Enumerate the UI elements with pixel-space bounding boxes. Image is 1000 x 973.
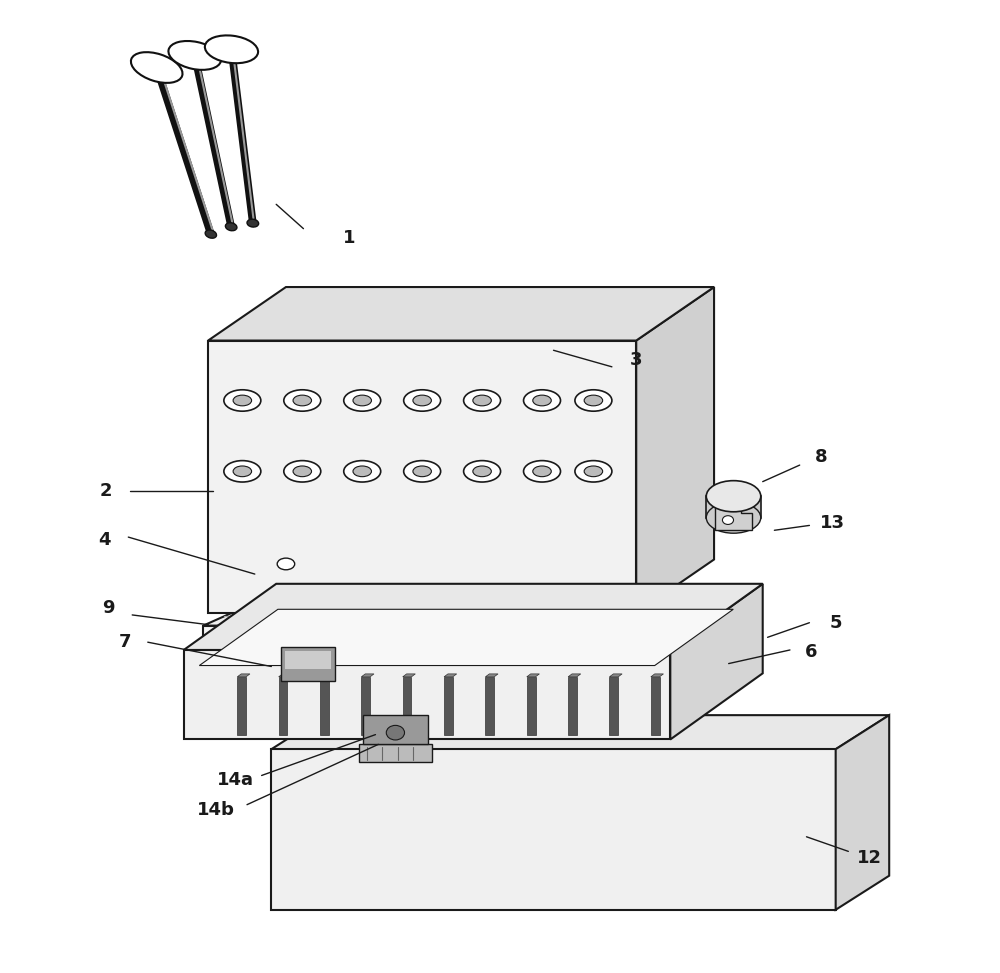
Text: 3: 3	[630, 351, 642, 369]
Text: 1: 1	[343, 230, 355, 247]
Ellipse shape	[224, 390, 261, 412]
Polygon shape	[320, 677, 329, 735]
Ellipse shape	[722, 516, 734, 524]
Ellipse shape	[413, 395, 431, 406]
Polygon shape	[444, 674, 457, 677]
Ellipse shape	[205, 230, 217, 238]
Polygon shape	[670, 584, 763, 739]
Polygon shape	[403, 677, 411, 735]
Polygon shape	[444, 677, 453, 735]
Ellipse shape	[575, 460, 612, 482]
Ellipse shape	[584, 395, 603, 406]
Ellipse shape	[386, 726, 405, 739]
Ellipse shape	[233, 395, 252, 406]
Text: 13: 13	[820, 515, 845, 532]
Ellipse shape	[404, 460, 441, 482]
Text: 6: 6	[805, 643, 818, 661]
Ellipse shape	[131, 53, 183, 83]
Ellipse shape	[533, 395, 551, 406]
Ellipse shape	[224, 460, 261, 482]
Polygon shape	[361, 674, 374, 677]
Ellipse shape	[168, 41, 221, 70]
Polygon shape	[237, 674, 250, 677]
Ellipse shape	[284, 460, 321, 482]
Polygon shape	[715, 501, 752, 530]
Ellipse shape	[524, 390, 561, 412]
Ellipse shape	[233, 466, 252, 477]
Polygon shape	[271, 715, 889, 749]
Ellipse shape	[706, 502, 761, 533]
Text: 2: 2	[100, 483, 112, 500]
Polygon shape	[485, 677, 494, 735]
Ellipse shape	[293, 466, 312, 477]
Polygon shape	[320, 674, 333, 677]
Text: 12: 12	[857, 849, 882, 867]
Ellipse shape	[344, 390, 381, 412]
Ellipse shape	[205, 35, 258, 63]
Polygon shape	[527, 677, 536, 735]
Ellipse shape	[247, 219, 259, 227]
Ellipse shape	[533, 466, 551, 477]
Polygon shape	[836, 715, 889, 910]
Ellipse shape	[353, 395, 371, 406]
Ellipse shape	[464, 390, 501, 412]
Polygon shape	[203, 589, 734, 626]
Polygon shape	[363, 715, 428, 744]
Ellipse shape	[293, 395, 312, 406]
Ellipse shape	[413, 466, 431, 477]
Polygon shape	[279, 674, 291, 677]
Text: 14a: 14a	[217, 772, 254, 789]
Polygon shape	[208, 341, 636, 613]
Polygon shape	[651, 589, 734, 637]
Ellipse shape	[464, 460, 501, 482]
Polygon shape	[568, 677, 577, 735]
Text: 7: 7	[119, 633, 132, 651]
Polygon shape	[208, 287, 714, 341]
Polygon shape	[361, 677, 370, 735]
Ellipse shape	[473, 395, 491, 406]
Polygon shape	[199, 609, 733, 666]
Ellipse shape	[277, 559, 295, 570]
Polygon shape	[184, 650, 670, 739]
Ellipse shape	[225, 223, 237, 231]
Text: 8: 8	[815, 449, 827, 466]
Ellipse shape	[473, 466, 491, 477]
Ellipse shape	[706, 481, 761, 512]
Polygon shape	[285, 651, 331, 669]
Polygon shape	[609, 677, 618, 735]
Polygon shape	[184, 584, 763, 650]
Ellipse shape	[344, 460, 381, 482]
Polygon shape	[281, 647, 335, 681]
Polygon shape	[403, 674, 415, 677]
Text: 14b: 14b	[197, 801, 235, 818]
Polygon shape	[485, 674, 498, 677]
Polygon shape	[706, 496, 761, 518]
Text: 9: 9	[103, 599, 115, 617]
Polygon shape	[609, 674, 622, 677]
Text: 4: 4	[98, 531, 110, 549]
Polygon shape	[636, 287, 714, 613]
Polygon shape	[527, 674, 539, 677]
Polygon shape	[359, 744, 432, 762]
Ellipse shape	[524, 460, 561, 482]
Polygon shape	[271, 749, 836, 910]
Polygon shape	[237, 677, 246, 735]
Polygon shape	[279, 677, 287, 735]
Ellipse shape	[584, 466, 603, 477]
Ellipse shape	[284, 390, 321, 412]
Polygon shape	[568, 674, 581, 677]
Polygon shape	[651, 677, 660, 735]
Polygon shape	[203, 626, 651, 637]
Ellipse shape	[404, 390, 441, 412]
Polygon shape	[651, 674, 663, 677]
Text: 5: 5	[829, 614, 842, 631]
Ellipse shape	[353, 466, 371, 477]
Ellipse shape	[575, 390, 612, 412]
